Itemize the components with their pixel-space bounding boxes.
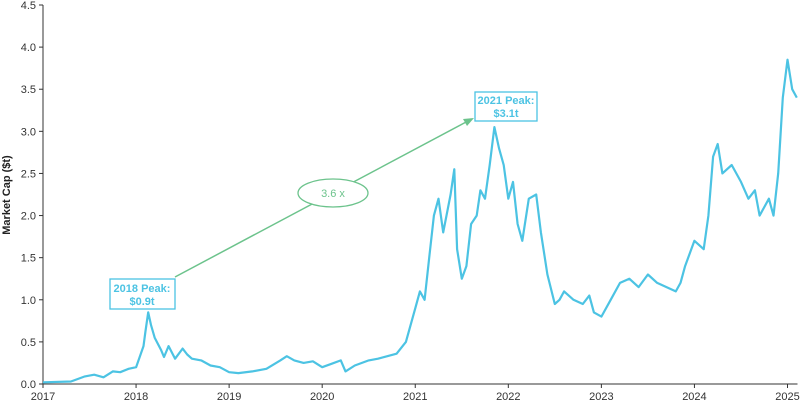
- multiple-label: 3.6 x: [321, 188, 345, 200]
- y-tick-label: 1.0: [21, 295, 36, 307]
- y-tick-label: 0.0: [21, 379, 36, 391]
- y-tick-label: 2.0: [21, 211, 36, 223]
- x-tick-label: 2017: [31, 391, 55, 403]
- svg-text:$0.9t: $0.9t: [129, 296, 154, 308]
- x-axis: 2017 2018 2019 2020 2021 2022 2023 2024 2025: [31, 383, 800, 403]
- multiple-ellipse: [297, 178, 369, 208]
- y-tick-label: 2.5: [21, 168, 36, 180]
- x-tick-label: 2020: [310, 391, 334, 403]
- peak-2018-callout: 2018 Peak: $0.9t: [109, 278, 176, 310]
- peak-2021-callout: 2021 Peak: $3.1t: [474, 91, 538, 122]
- y-axis-label: Market Cap ($t): [1, 155, 13, 235]
- y-tick-label: 3.5: [21, 84, 36, 96]
- y-tick-label: 4.0: [21, 42, 36, 54]
- x-tick-label: 2019: [217, 391, 241, 403]
- x-tick-label: 2023: [589, 391, 613, 403]
- svg-text:2021 Peak:: 2021 Peak:: [478, 95, 535, 107]
- series-line-market-cap: [42, 58, 798, 384]
- y-tick-label: 3.0: [21, 126, 36, 138]
- y-tick-label: 4.5: [21, 0, 36, 12]
- y-tick-label: 0.5: [21, 337, 36, 349]
- growth-arrow: 3.6 x: [174, 118, 474, 278]
- x-tick-label: 2025: [775, 391, 799, 403]
- svg-text:2018 Peak:: 2018 Peak:: [114, 283, 171, 295]
- svg-text:$3.1t: $3.1t: [493, 108, 518, 120]
- x-tick-label: 2021: [403, 391, 427, 403]
- y-tick-label: 1.5: [21, 253, 36, 265]
- x-tick-label: 2018: [124, 391, 148, 403]
- x-tick-label: 2024: [682, 391, 706, 403]
- y-axis: 0.0 0.5 1.0 1.5 2.0 2.5 3.0 3.5 4.0 4.5: [21, 0, 44, 391]
- x-tick-label: 2022: [496, 391, 520, 403]
